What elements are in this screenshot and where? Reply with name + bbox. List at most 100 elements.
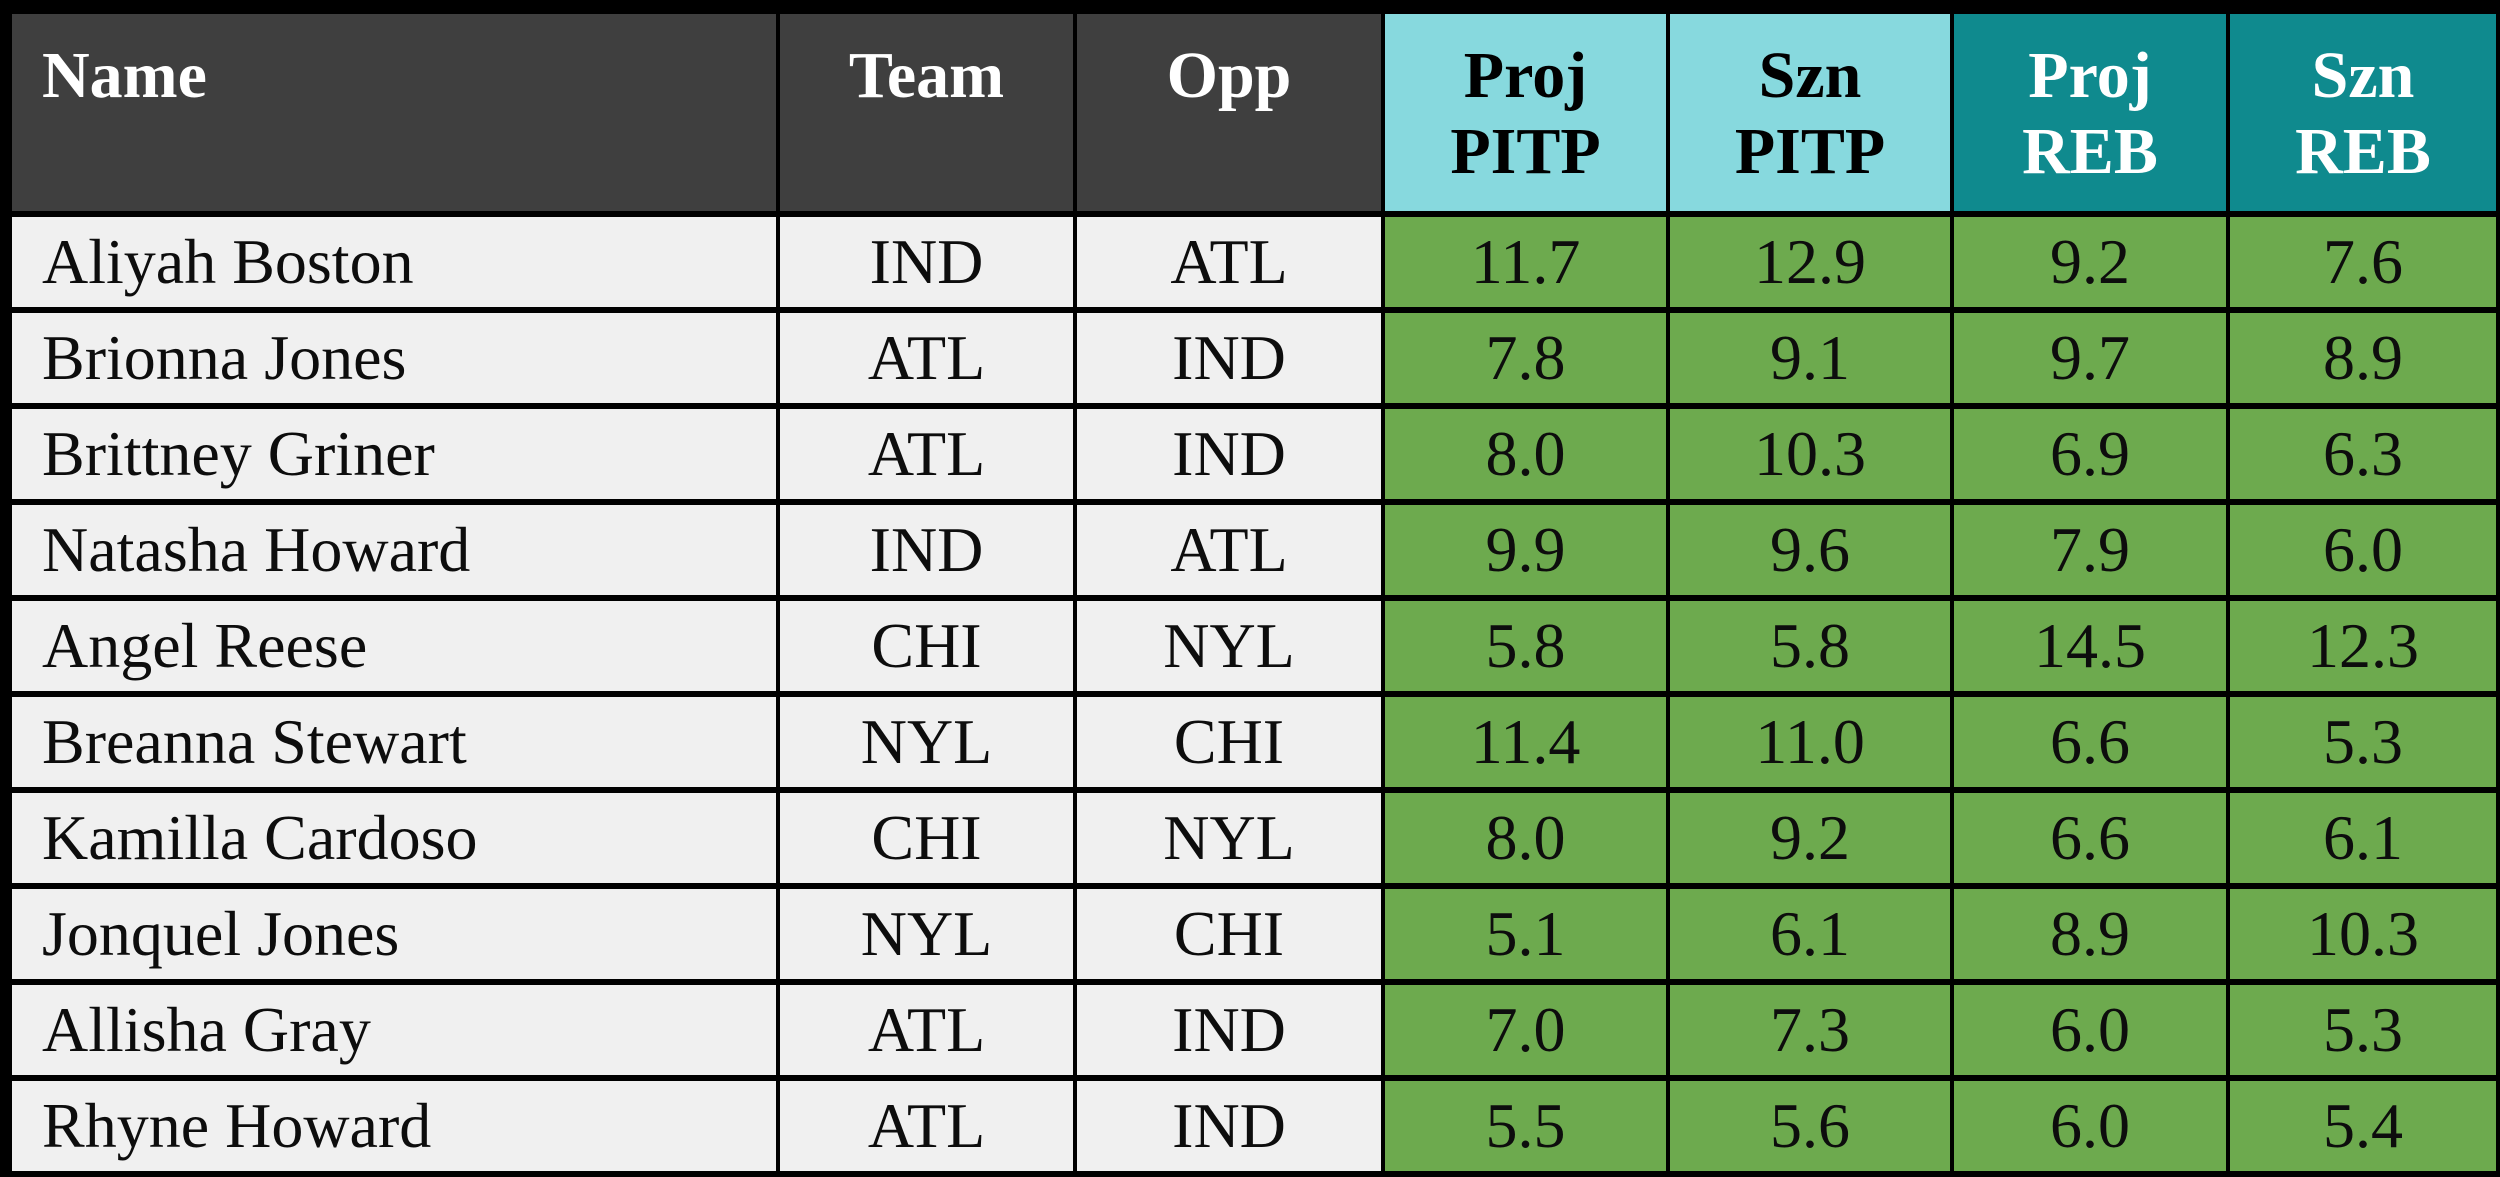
proj-pitp-cell: 9.9 bbox=[1381, 499, 1670, 601]
proj-reb-cell: 6.6 bbox=[1950, 787, 2230, 889]
proj-pitp-cell: 8.0 bbox=[1381, 787, 1670, 889]
opp-cell: CHI bbox=[1073, 691, 1385, 793]
szn-reb-cell: 6.0 bbox=[2226, 499, 2500, 601]
player-name-cell: Brittney Griner bbox=[8, 403, 780, 505]
team-cell: IND bbox=[776, 211, 1077, 313]
szn-reb-cell: 6.1 bbox=[2226, 787, 2500, 889]
proj-reb-cell: 6.9 bbox=[1950, 403, 2230, 505]
proj-reb-cell: 8.9 bbox=[1950, 883, 2230, 985]
table-row: Allisha Gray ATL IND 7.0 7.3 6.0 5.3 bbox=[8, 979, 2500, 1081]
projection-table: Name Team Opp Proj PITP Szn PITP Proj RE… bbox=[8, 8, 2500, 1177]
szn-reb-cell: 12.3 bbox=[2226, 595, 2500, 697]
header-line: REB bbox=[2295, 115, 2431, 188]
header-line: Proj bbox=[2028, 39, 2152, 112]
team-cell: CHI bbox=[776, 595, 1077, 697]
szn-pitp-cell: 12.9 bbox=[1666, 211, 1954, 313]
proj-reb-cell: 6.0 bbox=[1950, 979, 2230, 1081]
szn-pitp-cell: 11.0 bbox=[1666, 691, 1954, 793]
szn-pitp-cell: 10.3 bbox=[1666, 403, 1954, 505]
szn-pitp-cell: 5.8 bbox=[1666, 595, 1954, 697]
proj-pitp-cell: 8.0 bbox=[1381, 403, 1670, 505]
projection-table-container: Name Team Opp Proj PITP Szn PITP Proj RE… bbox=[8, 8, 2500, 1177]
proj-reb-cell: 9.7 bbox=[1950, 307, 2230, 409]
header-line: PITP bbox=[1450, 115, 1601, 188]
player-name-cell: Aliyah Boston bbox=[8, 211, 780, 313]
header-line: Proj bbox=[1463, 39, 1588, 112]
szn-pitp-cell: 5.6 bbox=[1666, 1075, 1954, 1177]
header-proj-pitp: Proj PITP bbox=[1381, 8, 1670, 217]
szn-pitp-cell: 9.6 bbox=[1666, 499, 1954, 601]
table-row: Aliyah Boston IND ATL 11.7 12.9 9.2 7.6 bbox=[8, 211, 2500, 313]
proj-pitp-cell: 7.0 bbox=[1381, 979, 1670, 1081]
szn-pitp-cell: 7.3 bbox=[1666, 979, 1954, 1081]
player-name-cell: Breanna Stewart bbox=[8, 691, 780, 793]
team-cell: ATL bbox=[776, 979, 1077, 1081]
table-row: Kamilla Cardoso CHI NYL 8.0 9.2 6.6 6.1 bbox=[8, 787, 2500, 889]
team-cell: ATL bbox=[776, 1075, 1077, 1177]
team-cell: ATL bbox=[776, 307, 1077, 409]
szn-pitp-cell: 6.1 bbox=[1666, 883, 1954, 985]
player-name-cell: Allisha Gray bbox=[8, 979, 780, 1081]
proj-pitp-cell: 5.8 bbox=[1381, 595, 1670, 697]
szn-reb-cell: 5.3 bbox=[2226, 691, 2500, 793]
table-row: Brionna Jones ATL IND 7.8 9.1 9.7 8.9 bbox=[8, 307, 2500, 409]
proj-reb-cell: 9.2 bbox=[1950, 211, 2230, 313]
proj-pitp-cell: 11.7 bbox=[1381, 211, 1670, 313]
header-team: Team bbox=[776, 8, 1077, 217]
header-name: Name bbox=[8, 8, 780, 217]
player-name-cell: Angel Reese bbox=[8, 595, 780, 697]
proj-reb-cell: 14.5 bbox=[1950, 595, 2230, 697]
szn-reb-cell: 8.9 bbox=[2226, 307, 2500, 409]
szn-pitp-cell: 9.1 bbox=[1666, 307, 1954, 409]
table-row: Breanna Stewart NYL CHI 11.4 11.0 6.6 5.… bbox=[8, 691, 2500, 793]
opp-cell: IND bbox=[1073, 1075, 1385, 1177]
szn-reb-cell: 7.6 bbox=[2226, 211, 2500, 313]
header-line: Szn bbox=[2311, 39, 2415, 112]
table-row: Angel Reese CHI NYL 5.8 5.8 14.5 12.3 bbox=[8, 595, 2500, 697]
proj-pitp-cell: 7.8 bbox=[1381, 307, 1670, 409]
header-proj-reb: Proj REB bbox=[1950, 8, 2230, 217]
header-opp: Opp bbox=[1073, 8, 1385, 217]
team-cell: IND bbox=[776, 499, 1077, 601]
team-cell: ATL bbox=[776, 403, 1077, 505]
player-name-cell: Kamilla Cardoso bbox=[8, 787, 780, 889]
proj-pitp-cell: 11.4 bbox=[1381, 691, 1670, 793]
szn-pitp-cell: 9.2 bbox=[1666, 787, 1954, 889]
szn-reb-cell: 10.3 bbox=[2226, 883, 2500, 985]
team-cell: NYL bbox=[776, 691, 1077, 793]
proj-pitp-cell: 5.5 bbox=[1381, 1075, 1670, 1177]
table-row: Natasha Howard IND ATL 9.9 9.6 7.9 6.0 bbox=[8, 499, 2500, 601]
header-row: Name Team Opp Proj PITP Szn PITP Proj RE… bbox=[8, 8, 2500, 217]
player-name-cell: Brionna Jones bbox=[8, 307, 780, 409]
proj-reb-cell: 7.9 bbox=[1950, 499, 2230, 601]
opp-cell: ATL bbox=[1073, 211, 1385, 313]
opp-cell: NYL bbox=[1073, 595, 1385, 697]
team-cell: CHI bbox=[776, 787, 1077, 889]
table-row: Brittney Griner ATL IND 8.0 10.3 6.9 6.3 bbox=[8, 403, 2500, 505]
opp-cell: IND bbox=[1073, 979, 1385, 1081]
opp-cell: CHI bbox=[1073, 883, 1385, 985]
opp-cell: IND bbox=[1073, 307, 1385, 409]
player-name-cell: Natasha Howard bbox=[8, 499, 780, 601]
table-body: Aliyah Boston IND ATL 11.7 12.9 9.2 7.6 … bbox=[8, 211, 2500, 1177]
table-row: Jonquel Jones NYL CHI 5.1 6.1 8.9 10.3 bbox=[8, 883, 2500, 985]
header-line: REB bbox=[2022, 115, 2158, 188]
proj-reb-cell: 6.0 bbox=[1950, 1075, 2230, 1177]
opp-cell: ATL bbox=[1073, 499, 1385, 601]
proj-pitp-cell: 5.1 bbox=[1381, 883, 1670, 985]
header-szn-pitp: Szn PITP bbox=[1666, 8, 1954, 217]
szn-reb-cell: 6.3 bbox=[2226, 403, 2500, 505]
header-szn-reb: Szn REB bbox=[2226, 8, 2500, 217]
opp-cell: IND bbox=[1073, 403, 1385, 505]
player-name-cell: Jonquel Jones bbox=[8, 883, 780, 985]
szn-reb-cell: 5.4 bbox=[2226, 1075, 2500, 1177]
header-line: PITP bbox=[1734, 115, 1886, 188]
table-row: Rhyne Howard ATL IND 5.5 5.6 6.0 5.4 bbox=[8, 1075, 2500, 1177]
header-line: Szn bbox=[1758, 39, 1862, 112]
szn-reb-cell: 5.3 bbox=[2226, 979, 2500, 1081]
player-name-cell: Rhyne Howard bbox=[8, 1075, 780, 1177]
table-header: Name Team Opp Proj PITP Szn PITP Proj RE… bbox=[8, 8, 2500, 217]
proj-reb-cell: 6.6 bbox=[1950, 691, 2230, 793]
opp-cell: NYL bbox=[1073, 787, 1385, 889]
